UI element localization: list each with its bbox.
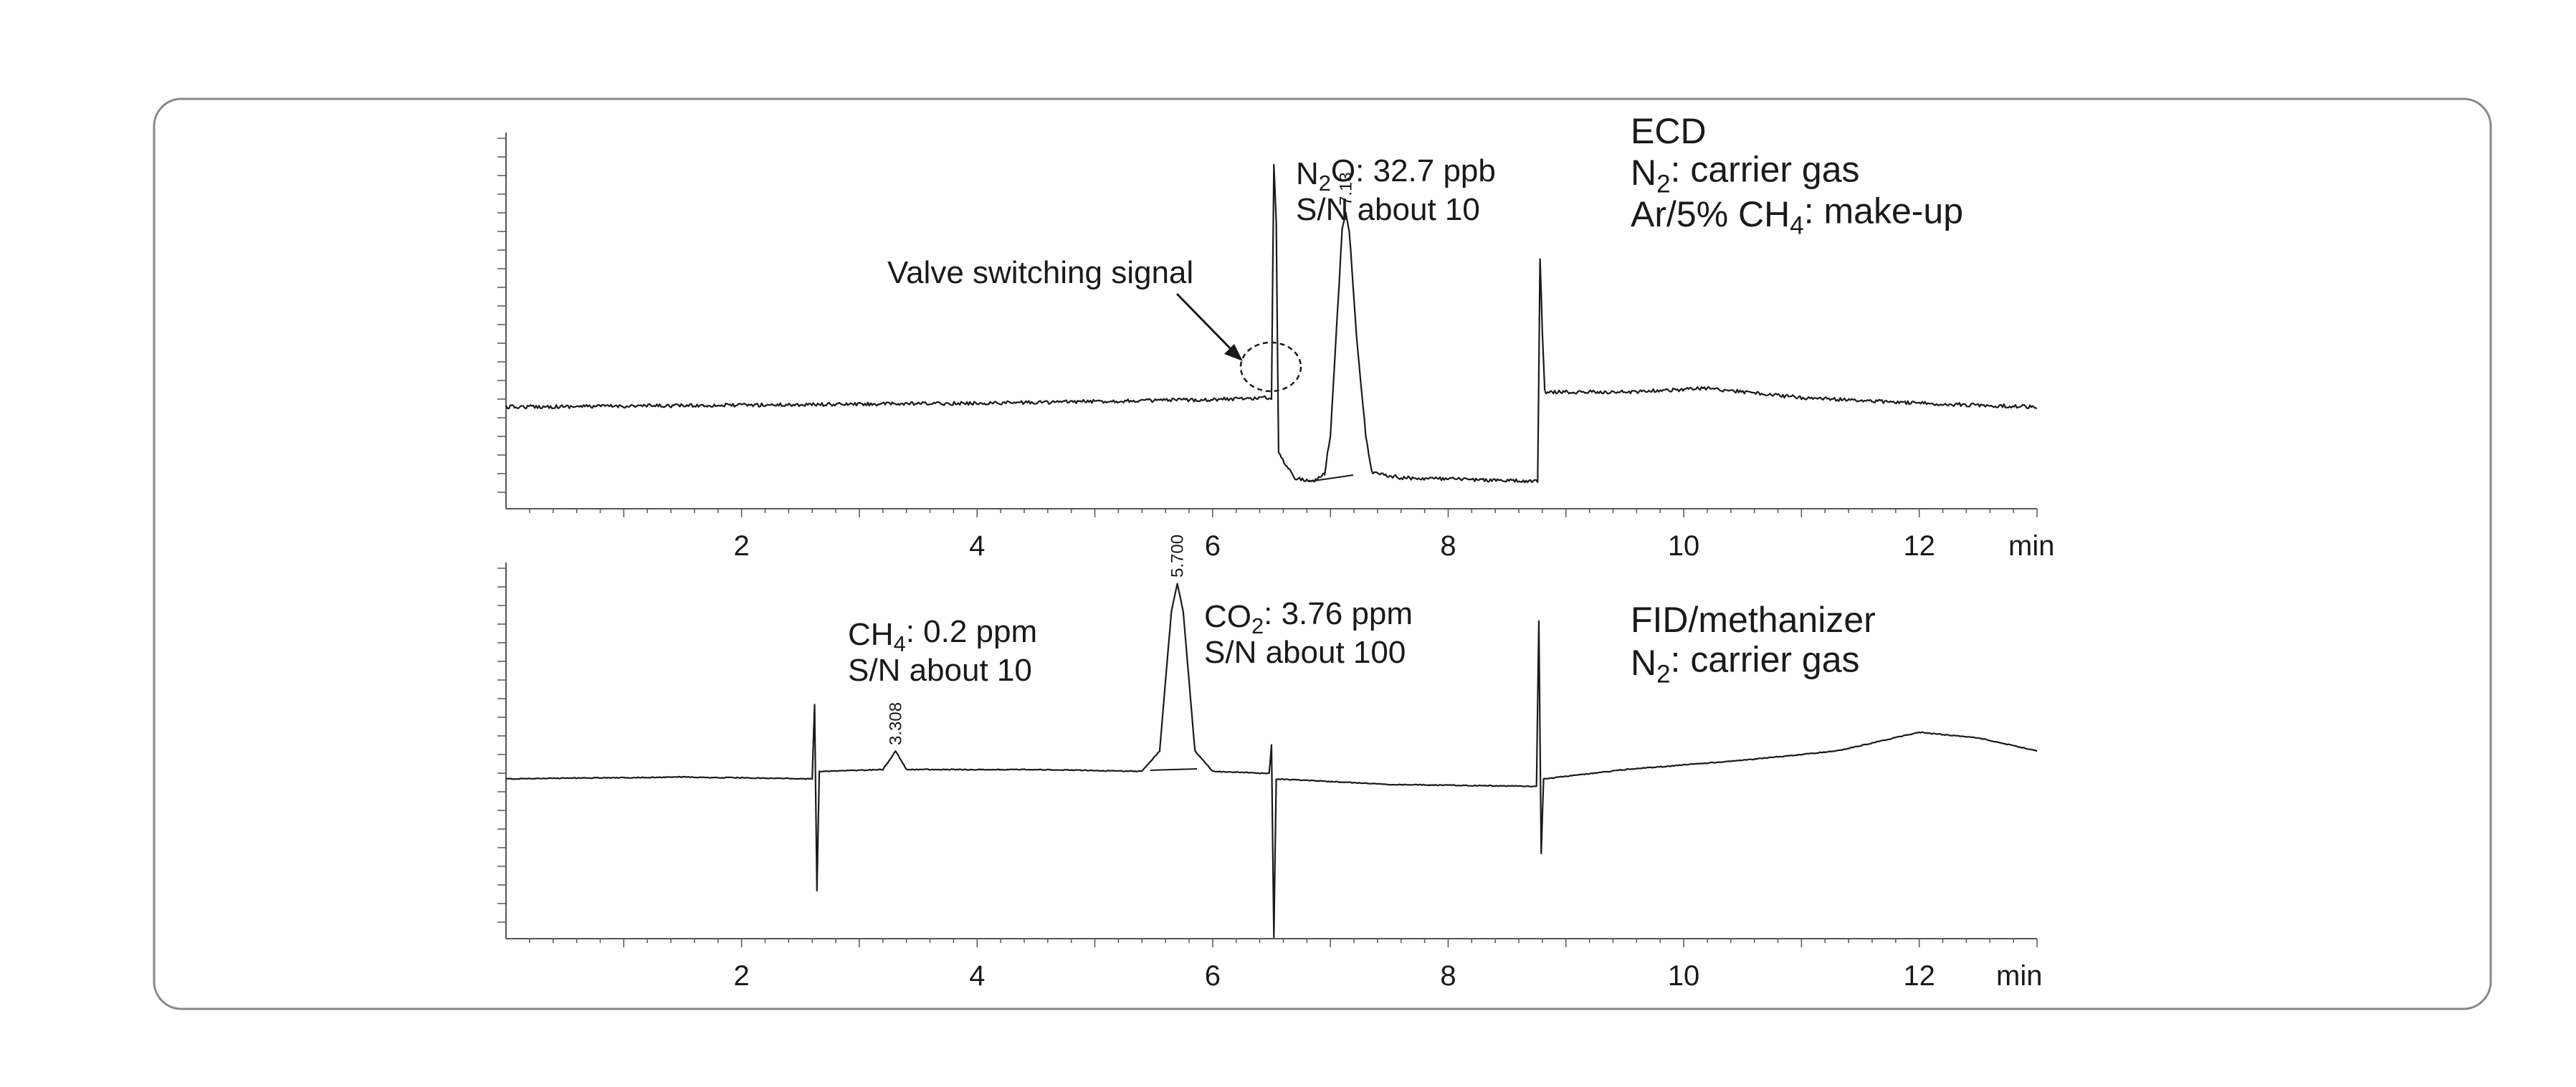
ecd-x-unit-label: min xyxy=(2008,530,2054,562)
ecd-x-tick-label: 8 xyxy=(1440,530,1456,562)
ecd-x-tick-label: 6 xyxy=(1205,530,1221,562)
ecd-detector-label: ECD xyxy=(1631,111,1707,151)
ecd-traces xyxy=(505,163,2038,484)
ecd-makeup-label: Ar/5% CH4: make-up xyxy=(1631,191,1963,240)
ecd-peak-label: 7.13 xyxy=(1337,172,1356,206)
fid-peak-baseline xyxy=(1150,768,1198,771)
fid-sn2-label: S/N about 100 xyxy=(1204,635,1406,670)
ecd-trace-segment xyxy=(1323,211,1546,484)
fid-peak-labels: 3.308 5.700 xyxy=(887,535,1188,745)
ecd-peak-labels: 7.13 xyxy=(1337,172,1356,206)
fid-x-tick-label: 2 xyxy=(733,960,749,992)
fid-x-unit-label: min xyxy=(1996,960,2042,992)
fid-x-tick-label: 6 xyxy=(1205,960,1221,992)
valve-switching-ellipse xyxy=(1239,341,1302,393)
ecd-x-tick-label: 2 xyxy=(733,530,749,562)
fid-y-ticks xyxy=(497,568,506,923)
figure-frame xyxy=(153,97,2492,1010)
ecd-x-tick-label: 12 xyxy=(1903,530,1935,562)
fid-peak-label: 5.700 xyxy=(1168,535,1188,578)
ecd-sn-label: S/N about 10 xyxy=(1296,192,1480,227)
ecd-x-tick-label: 4 xyxy=(969,530,985,562)
fid-x-ticks: 2 4 6 8 10 12 xyxy=(529,939,2038,992)
valve-switching-arrow xyxy=(1175,292,1236,354)
ecd-peak-baseline xyxy=(1308,474,1354,482)
fid-carrier-label: N2: carrier gas xyxy=(1631,640,1860,689)
ecd-trace-segment xyxy=(1544,386,2038,410)
fid-trace-segment xyxy=(505,583,2038,939)
fid-sn1-label: S/N about 10 xyxy=(848,653,1032,688)
fid-traces xyxy=(505,583,2038,939)
fid-x-tick-label: 10 xyxy=(1668,960,1700,992)
fid-panel: 2 4 6 8 10 12 3.308 5.700 min FID/methanizer N… xyxy=(497,535,2042,992)
ecd-x-ticks: 2 4 6 8 10 12 xyxy=(529,509,2038,562)
ecd-compound-label: N2O: 32.7 ppb xyxy=(1296,153,1496,196)
valve-switching-label: Valve switching signal xyxy=(887,255,1193,290)
ecd-trace-segment xyxy=(505,163,1325,483)
ecd-carrier-label: N2: carrier gas xyxy=(1631,150,1860,198)
fid-detector-label: FID/methanizer xyxy=(1631,600,1876,640)
valve-switching-arrowhead xyxy=(1224,344,1243,361)
ecd-y-ticks xyxy=(497,138,506,493)
fid-x-tick-label: 8 xyxy=(1440,960,1456,992)
fid-x-tick-label: 12 xyxy=(1903,960,1935,992)
fid-peak-label: 3.308 xyxy=(887,702,906,745)
ecd-x-tick-label: 10 xyxy=(1668,530,1700,562)
fid-compound2-label: CO2: 3.76 ppm xyxy=(1204,596,1413,638)
fid-x-tick-label: 4 xyxy=(969,960,985,992)
ecd-panel: 2 4 6 8 10 12 7.13 min ECD N2: carrier gas Ar… xyxy=(497,111,2054,562)
fid-compound1-label: CH4: 0.2 ppm xyxy=(848,614,1037,656)
